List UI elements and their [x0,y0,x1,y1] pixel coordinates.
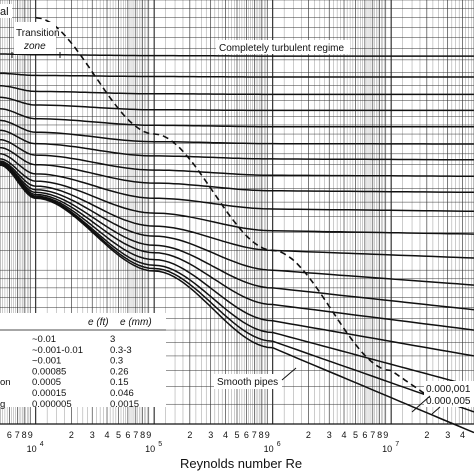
table-e-mm: 0.3-3 [110,345,132,356]
x-decade-exponent: 4 [40,441,44,448]
friction-curve [0,153,474,213]
table-e-ft: 0.0005 [32,377,61,388]
table-e-mm: 3 [110,334,115,345]
x-tick-label: 9 [265,430,270,440]
x-tick-label: 8 [259,430,264,440]
x-tick-label: 5 [116,430,121,440]
x-tick-label: 6 [244,430,249,440]
x-tick-label: 3 [208,430,213,440]
table-e-ft: 0.00015 [32,388,66,399]
table-e-mm: 0.26 [110,366,129,377]
x-decade-label: 10 [382,444,392,454]
table-e-mm: 0.046 [110,388,134,399]
friction-curve [0,158,474,235]
table-e-ft: ~0.001 [32,356,61,367]
friction-curve [0,85,474,96]
x-decade-label: 10 [264,444,274,454]
small-e-label-1: 0.000,001 [426,384,471,395]
x-decade-label: 10 [145,444,155,454]
x-tick-label: 4 [223,430,228,440]
turbulent-label: Completely turbulent regime [219,43,344,54]
x-tick-label: 9 [383,430,388,440]
transition-label-line2: zone [23,41,46,52]
x-tick-label: 6 [7,430,12,440]
friction-curve [0,163,474,331]
small-e-label-bg [424,381,474,407]
table-e-ft: ~0.01 [32,334,56,345]
small-e-arrow-1 [411,395,431,413]
x-tick-label: 7 [15,430,20,440]
table-e-mm: 0.15 [110,377,129,388]
friction-curve [0,160,474,259]
x-decade-exponent: 6 [277,441,281,448]
x-tick-label: 6 [362,430,367,440]
table-header-mm: e (mm) [120,317,152,328]
laminar-label: al [0,6,9,18]
table-e-ft: 0.000005 [32,399,72,410]
friction-curve [0,161,474,286]
small-e-label-2: 0.000,005 [426,396,471,407]
friction-curve [0,129,474,161]
x-tick-label: 4 [105,430,110,440]
smooth-pipes-label: Smooth pipes [217,377,278,388]
friction-curve [0,72,474,78]
x-tick-label: 8 [22,430,27,440]
friction-curve [0,96,474,112]
roughness-table-bg [0,313,166,407]
friction-curve [0,53,474,57]
turbulent-boundary-line [35,16,428,396]
x-decade-exponent: 5 [158,441,162,448]
x-decade-exponent: 7 [395,441,399,448]
table-e-ft: ~0.001-0.01 [32,345,83,356]
x-tick-label: 4 [342,430,347,440]
x-tick-label: 3 [327,430,332,440]
x-tick-label: 2 [69,430,74,440]
friction-curve [0,164,474,434]
smooth-label-bg [214,374,282,389]
turbulent-label-bg [216,40,350,54]
table-material: on [0,377,11,388]
table-e-mm: 0.3 [110,356,123,367]
x-tick-label: 8 [377,430,382,440]
x-tick-label: 7 [133,430,138,440]
x-tick-label: 5 [353,430,358,440]
table-header-ft: e (ft) [88,317,109,328]
x-tick-label: 9 [146,430,151,440]
x-tick-labels: 6 7 8 9 2 3 4 5 6 7 8 9 2 3 4 5 6 7 8 9 2 3 4 5 6 7 8 9 2 3 410 4 10 5 10 6… [7,430,465,454]
table-e-ft: 0.00085 [32,366,66,377]
x-decade-label: 10 [27,444,37,454]
roughness-table: e (ft) e (mm) ~0.01 3 ~0.001-0.01 0.3-3 ~0.001… [0,317,166,410]
x-tick-label: 9 [28,430,33,440]
x-tick-label: 6 [125,430,130,440]
x-tick-label: 5 [234,430,239,440]
transition-label-bg [14,22,56,54]
small-e-arrow-2 [431,406,441,415]
friction-curve [0,138,474,177]
smooth-pipes-arrow [281,367,297,381]
friction-curve [0,108,474,128]
x-tick-label: 3 [90,430,95,440]
laminar-label-bg [0,4,12,18]
x-tick-label: 7 [252,430,257,440]
friction-curve [0,146,474,194]
x-tick-label: 3 [445,430,450,440]
x-axis-label: Reynolds number Re [180,456,302,471]
x-tick-label: 2 [306,430,311,440]
friction-curve [0,119,474,145]
x-tick-label: 8 [140,430,145,440]
friction-curves [0,53,474,434]
x-tick-label: 4 [460,430,465,440]
transition-label-line1: Transition [16,28,60,39]
x-tick-label: 2 [424,430,429,440]
x-tick-label: 7 [370,430,375,440]
table-material: g [0,399,5,410]
x-tick-label: 2 [187,430,192,440]
friction-curve [0,162,474,311]
table-e-mm: 0.0015 [110,399,139,410]
